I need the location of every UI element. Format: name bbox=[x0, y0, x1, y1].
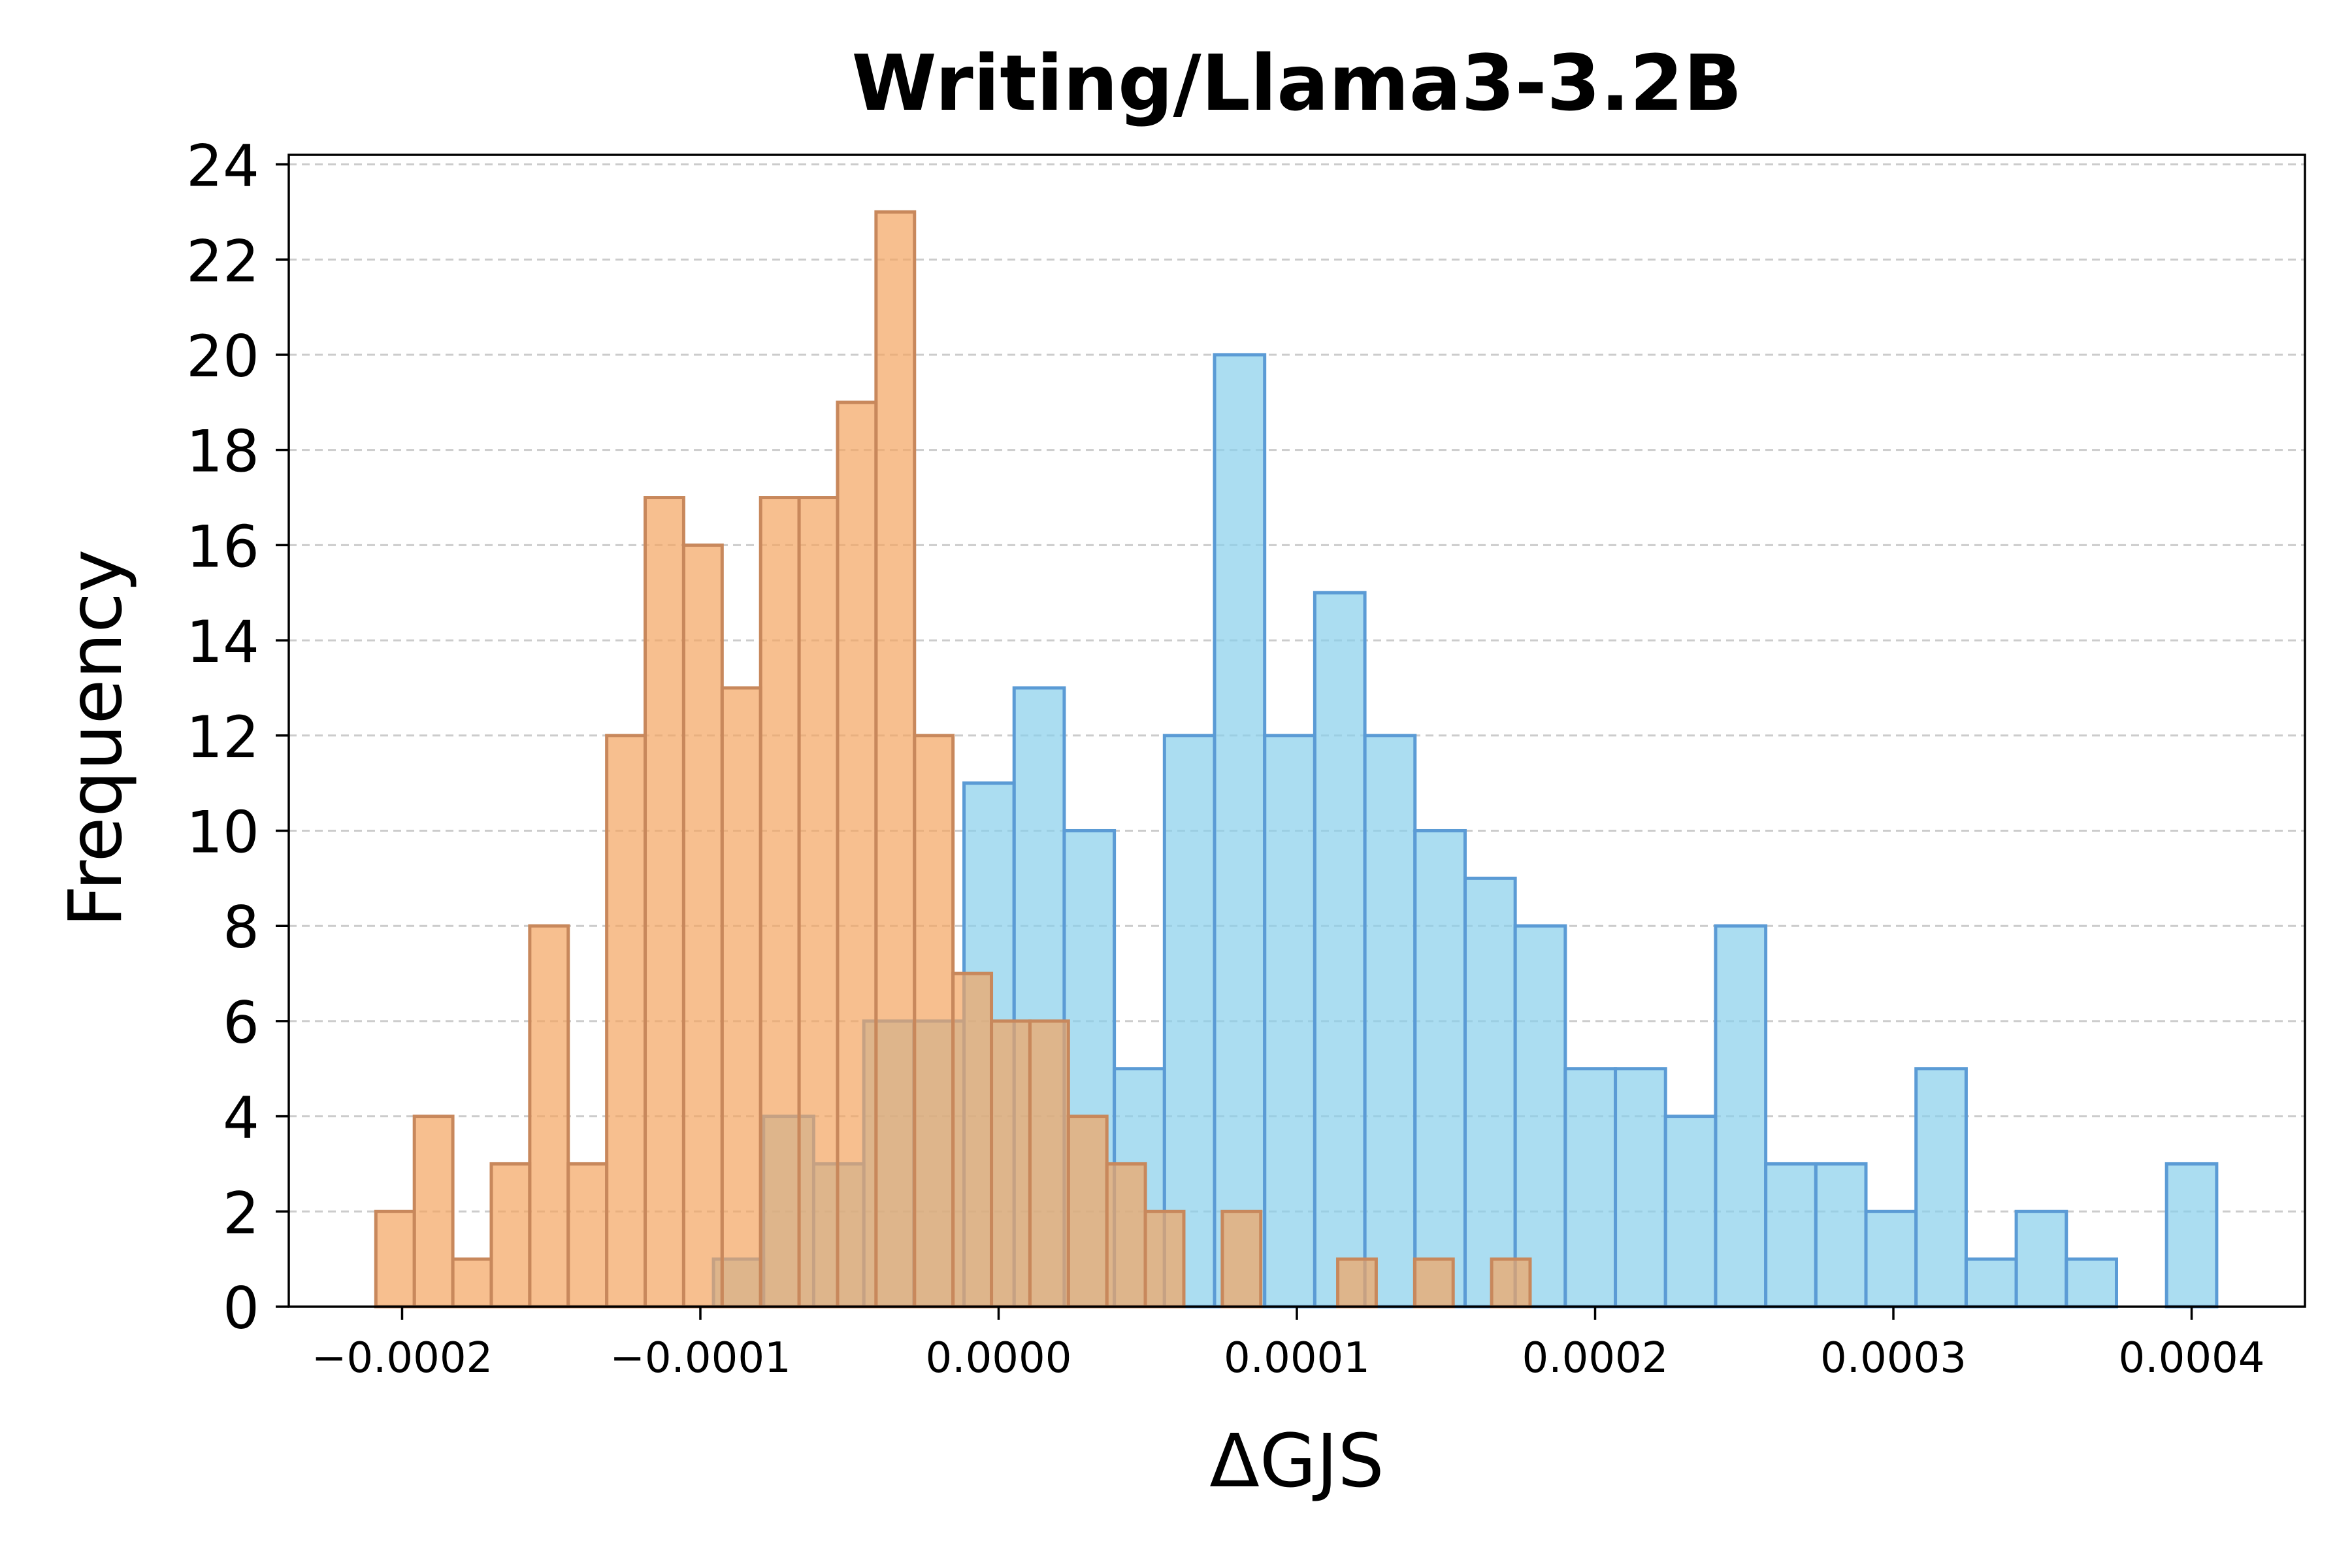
y-tick-label: 2 bbox=[223, 1179, 259, 1247]
histogram-bar-series-2 bbox=[374, 1209, 416, 1309]
y-axis-label: Frequency bbox=[54, 549, 139, 928]
y-tick-label: 14 bbox=[186, 608, 259, 676]
x-tick-label: 0.0003 bbox=[1820, 1334, 1967, 1382]
x-tick-label: −0.0002 bbox=[312, 1334, 493, 1382]
y-tick-label: 20 bbox=[186, 323, 259, 390]
histogram-bar-series-2 bbox=[836, 400, 878, 1309]
histogram-bar-series-1 bbox=[2014, 1209, 2068, 1309]
y-tick-label: 8 bbox=[223, 894, 259, 961]
histogram-bar-series-2 bbox=[951, 972, 994, 1309]
histogram-bar-series-2 bbox=[644, 496, 685, 1309]
histogram-bar-series-2 bbox=[681, 543, 724, 1309]
x-axis-label: ΔGJS bbox=[1209, 1419, 1384, 1504]
histogram-bar-series-2 bbox=[874, 210, 917, 1309]
y-tick-label: 18 bbox=[186, 418, 259, 485]
y-tick-label: 12 bbox=[186, 704, 259, 771]
histogram-bar-series-2 bbox=[412, 1115, 455, 1309]
histogram-bar-series-1 bbox=[1663, 1115, 1718, 1309]
histogram-bar-series-1 bbox=[1864, 1209, 1918, 1309]
y-tick-label: 10 bbox=[186, 798, 259, 866]
histogram-bar-series-2 bbox=[1066, 1115, 1109, 1309]
histogram-bar-series-2 bbox=[990, 1019, 1032, 1309]
histogram-bars bbox=[374, 210, 2219, 1309]
histogram-bar-series-1 bbox=[1413, 828, 1467, 1309]
y-tick-label: 24 bbox=[186, 133, 259, 200]
x-tick-label: −0.0001 bbox=[610, 1334, 791, 1382]
axis-ticks: −0.0002 −0.0001 0.0000 0.0001 0.0002 0.0003 0.… bbox=[186, 133, 2264, 1382]
histogram-bar-series-1 bbox=[1814, 1162, 1868, 1309]
histogram-bar-series-1 bbox=[2065, 1257, 2118, 1309]
histogram-bar-series-1 bbox=[1513, 924, 1567, 1309]
histogram-bar-series-1 bbox=[2164, 1162, 2219, 1309]
histogram-bar-series-1 bbox=[1563, 1067, 1618, 1309]
histogram-bar-series-1 bbox=[1614, 1067, 1667, 1309]
histogram-bar-series-2 bbox=[1028, 1019, 1070, 1309]
histogram-bar-series-1 bbox=[1764, 1162, 1818, 1309]
x-tick-label: 0.0001 bbox=[1224, 1334, 1370, 1382]
histogram-bar-series-2 bbox=[566, 1162, 609, 1309]
histogram-bar-series-2 bbox=[759, 496, 801, 1309]
histogram-bar-series-2 bbox=[1490, 1257, 1532, 1309]
y-tick-label: 4 bbox=[223, 1085, 259, 1152]
histogram-bar-series-1 bbox=[1964, 1257, 2018, 1309]
histogram-bar-series-1 bbox=[1714, 924, 1768, 1309]
histogram-bar-series-2 bbox=[1143, 1209, 1186, 1309]
x-tick-label: 0.0002 bbox=[1522, 1334, 1669, 1382]
y-tick-label: 0 bbox=[223, 1275, 259, 1342]
histogram-bar-series-2 bbox=[1220, 1209, 1263, 1309]
histogram-bar-series-2 bbox=[720, 686, 762, 1309]
histogram-bar-series-2 bbox=[1336, 1257, 1378, 1309]
histogram-bar-series-1 bbox=[1463, 876, 1517, 1309]
y-tick-label: 16 bbox=[186, 513, 259, 580]
histogram-bar-series-2 bbox=[1413, 1257, 1455, 1309]
histogram-bar-series-1 bbox=[1213, 353, 1267, 1309]
histogram-bar-series-1 bbox=[1313, 591, 1367, 1309]
x-tick-label: 0.0000 bbox=[926, 1334, 1072, 1382]
histogram-bar-series-2 bbox=[451, 1257, 493, 1309]
x-tick-label: 0.0004 bbox=[2119, 1334, 2265, 1382]
histogram-bar-series-1 bbox=[1263, 734, 1316, 1309]
histogram-bar-series-2 bbox=[605, 734, 647, 1309]
chart-title: Writing/Llama3-3.2B bbox=[851, 38, 1742, 128]
histogram-bar-series-2 bbox=[913, 734, 955, 1309]
histogram-bar-series-2 bbox=[1105, 1162, 1147, 1309]
y-tick-label: 22 bbox=[186, 227, 259, 295]
histogram-bar-series-1 bbox=[1363, 734, 1417, 1309]
histogram-bar-series-2 bbox=[528, 924, 570, 1309]
y-tick-label: 6 bbox=[223, 989, 259, 1056]
histogram-bar-series-1 bbox=[1914, 1067, 1968, 1309]
histogram-bar-series-2 bbox=[489, 1162, 532, 1309]
histogram-bar-series-2 bbox=[797, 496, 840, 1309]
